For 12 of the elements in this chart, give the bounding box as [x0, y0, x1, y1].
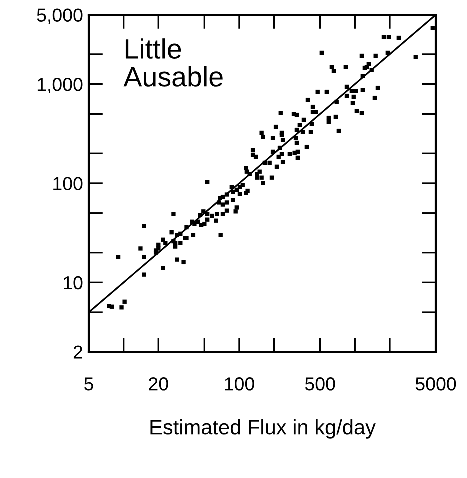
x-tick-label: 5: [84, 378, 94, 391]
y-tick-label: 10: [64, 276, 83, 290]
y-tick-label: 2: [74, 346, 83, 359]
y-tick-label: 100: [54, 177, 83, 190]
y-tick-label: 5,000: [37, 8, 83, 24]
y-tick-label: 1,000: [38, 78, 83, 94]
x-axis-title: Estimated Flux in kg/day: [150, 419, 376, 439]
x-tick-label: 500: [305, 377, 336, 391]
annotation: Little Ausable: [124, 38, 223, 87]
x-tick-label: 100: [225, 377, 254, 391]
x-tick-label: 5000: [416, 377, 456, 391]
x-tick-label: 20: [149, 377, 168, 391]
